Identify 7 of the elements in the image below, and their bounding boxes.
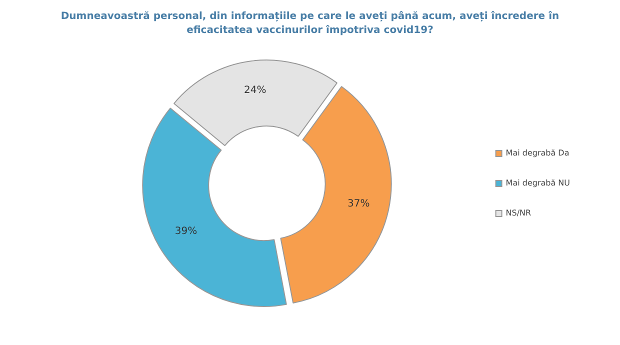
legend-label: NS/NR	[506, 208, 532, 218]
data-label: 24%	[244, 84, 266, 96]
chart-title: Dumneavoastră personal, din informațiile pe care le aveți până acum, aveți încredere în eficacitatea vaccinurilor împotriva covid19?	[60, 10, 560, 38]
data-label: 39%	[174, 226, 198, 237]
data-label: 37%	[348, 198, 370, 210]
legend-label: Mai degrabă Da	[506, 148, 570, 158]
legend-label: Mai degrabă NU	[506, 178, 570, 188]
